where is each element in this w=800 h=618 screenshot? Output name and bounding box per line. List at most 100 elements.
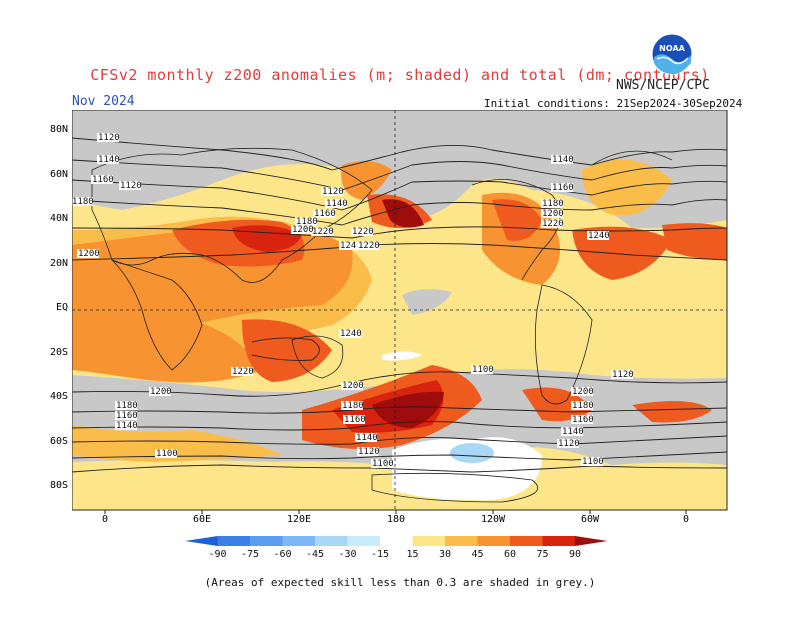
colorbar-label: 15 bbox=[406, 549, 418, 560]
lon-tick-label: 120E bbox=[286, 514, 312, 525]
contour-label: 1240 bbox=[587, 231, 610, 241]
svg-text:1120: 1120 bbox=[558, 439, 580, 449]
contour-label: 1180 bbox=[295, 217, 318, 227]
contour-label: 1120 bbox=[321, 187, 344, 197]
coastlines bbox=[91, 147, 673, 503]
colorbar-segment bbox=[510, 536, 543, 546]
svg-text:1160: 1160 bbox=[552, 183, 574, 193]
colorbar-label: -45 bbox=[306, 549, 324, 560]
lat-tick-label: 80S bbox=[49, 480, 68, 491]
svg-text:1220: 1220 bbox=[352, 227, 374, 237]
colorbar-segment bbox=[380, 536, 413, 546]
svg-text:1120: 1120 bbox=[98, 133, 120, 143]
initial-conditions: Initial conditions: 21Sep2024-30Sep2024 bbox=[484, 97, 743, 110]
map-frame bbox=[72, 110, 728, 511]
svg-text:1160: 1160 bbox=[572, 415, 594, 425]
contour-label: 1100 bbox=[581, 457, 604, 467]
contour-label: 1120 bbox=[97, 133, 120, 143]
contour-label: 1160 bbox=[313, 209, 336, 219]
contour-label: 1100 bbox=[471, 365, 494, 375]
svg-text:1120: 1120 bbox=[358, 447, 380, 457]
lat-tick-label: 20N bbox=[49, 257, 68, 269]
svg-text:1200: 1200 bbox=[292, 225, 314, 235]
forecast-month: Nov 2024 bbox=[72, 94, 135, 109]
colorbar-label: 45 bbox=[471, 549, 483, 560]
colorbar-label: 60 bbox=[504, 549, 516, 560]
skill-footnote: (Areas of expected skill less than 0.3 a… bbox=[204, 576, 596, 589]
svg-text:1200: 1200 bbox=[78, 249, 100, 259]
lon-tick-label: 180 bbox=[386, 514, 406, 525]
contour-label: 1120 bbox=[357, 447, 380, 457]
svg-text:1180: 1180 bbox=[542, 199, 564, 209]
height-contours bbox=[72, 137, 727, 473]
colorbar-label: 90 bbox=[569, 549, 581, 560]
colorbar-segment bbox=[315, 536, 348, 546]
contour-label: 1200 bbox=[149, 387, 172, 397]
svg-text:1180: 1180 bbox=[296, 217, 318, 227]
svg-text:1240: 1240 bbox=[340, 241, 362, 251]
contour-label: 1100 bbox=[155, 449, 178, 459]
colorbar-label: -60 bbox=[273, 549, 291, 560]
svg-text:1100: 1100 bbox=[472, 365, 494, 375]
contour-label: 1120 bbox=[557, 439, 580, 449]
agency-label: NWS/NCEP/CPC bbox=[616, 78, 710, 93]
svg-text:1200: 1200 bbox=[342, 381, 364, 391]
contour-label: 1200 bbox=[291, 225, 314, 235]
svg-text:1220: 1220 bbox=[232, 367, 254, 377]
contour-label: 1120 bbox=[611, 370, 634, 380]
svg-text:1140: 1140 bbox=[116, 421, 138, 431]
lat-tick-label: 80N bbox=[49, 124, 68, 135]
svg-text:1100: 1100 bbox=[372, 459, 394, 469]
colorbar-label: -75 bbox=[241, 549, 259, 560]
colorbar-label: 75 bbox=[536, 549, 548, 560]
svg-text:1100: 1100 bbox=[582, 457, 604, 467]
contour-label: 1220 bbox=[311, 227, 334, 237]
svg-text:1140: 1140 bbox=[326, 199, 348, 209]
svg-text:1120: 1120 bbox=[322, 187, 344, 197]
lon-tick-label: 0 bbox=[682, 514, 690, 525]
svg-text:1120: 1120 bbox=[120, 181, 142, 191]
contour-label: 1100 bbox=[371, 459, 394, 469]
colorbar-segment bbox=[347, 536, 380, 546]
colorbar-segment bbox=[185, 536, 218, 546]
colorbar-segment bbox=[477, 536, 510, 546]
contour-label: 1180 bbox=[571, 401, 594, 411]
lon-tick-label: 60W bbox=[580, 514, 600, 525]
contour-label: 1200 bbox=[571, 387, 594, 397]
contour-label: 1160 bbox=[343, 415, 366, 425]
lat-tick-label: 60S bbox=[49, 435, 68, 447]
colorbar-label: -15 bbox=[371, 549, 389, 560]
svg-text:1160: 1160 bbox=[314, 209, 336, 219]
lon-tick-label: 60E bbox=[192, 514, 212, 525]
contour-labels: 1120114011601180120012201240112011401160… bbox=[72, 133, 634, 469]
svg-text:1100: 1100 bbox=[156, 449, 178, 459]
colorbar-segment bbox=[282, 536, 315, 546]
colorbar-label: 30 bbox=[439, 549, 451, 560]
contour-label: 1180 bbox=[341, 401, 364, 411]
contour-label: 1140 bbox=[561, 427, 584, 437]
svg-text:1160: 1160 bbox=[92, 175, 114, 185]
svg-text:1220: 1220 bbox=[358, 241, 380, 251]
contour-label: 1140 bbox=[97, 155, 120, 165]
contour-label: 1240 bbox=[339, 241, 362, 251]
svg-text:1140: 1140 bbox=[98, 155, 120, 165]
contour-label: 1140 bbox=[355, 433, 378, 443]
colorbar-segment bbox=[445, 536, 478, 546]
contour-label: 1200 bbox=[541, 209, 564, 219]
colorbar-segment bbox=[250, 536, 283, 546]
lat-tick-label: 40N bbox=[49, 213, 68, 224]
lon-tick-label: 120W bbox=[480, 514, 506, 525]
contour-label: 1140 bbox=[551, 155, 574, 165]
svg-text:1140: 1140 bbox=[562, 427, 584, 437]
svg-text:1180: 1180 bbox=[72, 197, 94, 207]
axis-ticks bbox=[104, 510, 687, 514]
forecast-map: 1120114011601180120012201240112011401160… bbox=[72, 110, 728, 514]
contour-label: 1200 bbox=[341, 381, 364, 391]
contour-label: 1160 bbox=[91, 175, 114, 185]
positive-anomaly-areas bbox=[72, 159, 727, 462]
svg-text:1160: 1160 bbox=[116, 411, 138, 421]
lat-tick-label: 20S bbox=[49, 346, 68, 358]
contour-label: 1160 bbox=[551, 183, 574, 193]
colorbar-label: -30 bbox=[338, 549, 356, 560]
contour-label: 1180 bbox=[541, 199, 564, 209]
